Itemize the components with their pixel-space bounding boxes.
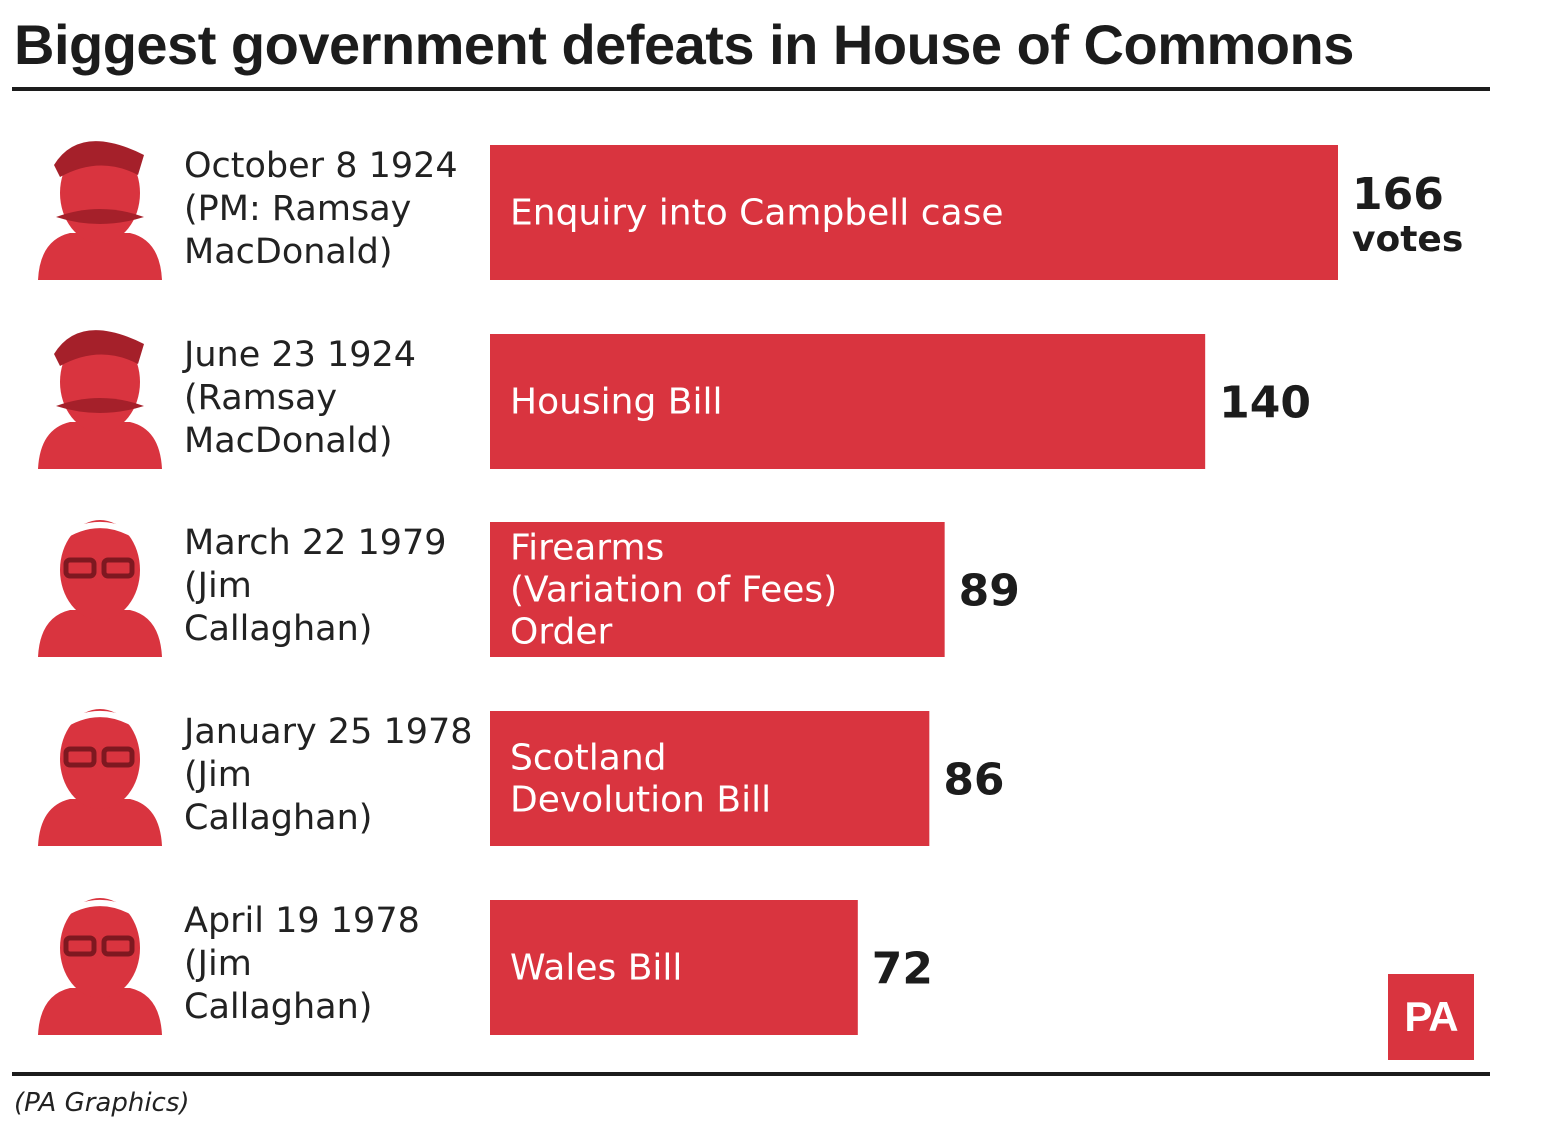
bar-value-label: 86 [943,755,1004,806]
bar [490,145,1338,280]
top-rule [12,87,1490,91]
row-pm-name: (PM: Ramsay [184,189,411,229]
portrait-glasses-right [101,746,135,768]
row-pm-name: Callaghan) [184,987,372,1027]
row-date: June 23 1924 [182,335,416,375]
chart-title: Biggest government defeats in House of C… [14,13,1354,76]
portrait-head [60,898,140,998]
bar-category-label: Firearms [510,528,664,569]
jim-callaghan-portrait-icon [38,898,162,1035]
bar-category-label: Devolution Bill [510,780,771,821]
portrait-glasses-left [63,746,97,768]
bar-value-label: 166 [1352,169,1444,220]
portrait-shoulders [38,799,162,846]
portrait-shoulders [38,610,162,657]
bar-value-label: 140 [1219,378,1311,429]
ramsay-macdonald-portrait-icon [38,330,162,469]
row-pm-name: Callaghan) [184,609,372,649]
value-unit-label: votes [1352,219,1463,260]
source-credit: (PA Graphics) [14,1088,190,1118]
pa-logo: PA [1388,974,1474,1060]
portrait-glasses-left [63,557,97,579]
row-pm-name: Callaghan) [184,798,372,838]
row-pm-name: MacDonald) [184,421,392,461]
bar-category-label: Wales Bill [510,948,682,989]
jim-callaghan-portrait-icon [38,520,162,657]
row-date: March 22 1979 [184,523,447,563]
bar [490,900,858,1035]
ramsay-macdonald-portrait-icon [38,141,162,280]
bar [490,711,930,846]
bar-category-label: Housing Bill [510,382,722,423]
row-date: April 19 1978 [184,901,420,941]
portrait-hairline [56,900,144,921]
portrait-moustache [56,398,144,413]
row-date: October 8 1924 [184,146,458,186]
portrait-head [60,709,140,809]
portrait-hair [54,330,144,366]
bar-category-label: (Variation of Fees) [510,570,837,611]
row-pm-name: (Ramsay [184,378,337,418]
portrait-glasses-left [63,935,97,957]
row-pm-name: MacDonald) [184,232,392,272]
portrait-hairline [56,711,144,732]
row-pm-name: (Jim [184,566,252,606]
jim-callaghan-portrait-icon [38,709,162,846]
bar [490,334,1206,469]
portrait-hair [54,141,144,177]
portrait-shoulders [38,422,162,469]
portrait-glasses-right [101,557,135,579]
row-date: January 25 1978 [182,712,473,752]
bar-value-label: 89 [959,566,1020,617]
bar-value-label: 72 [872,944,933,995]
portrait-head [60,520,140,620]
bar [490,522,945,657]
row-pm-name: (Jim [184,755,252,795]
portrait-glasses-right [101,935,135,957]
row-pm-name: (Jim [184,944,252,984]
bar-category-label: Scotland [510,738,667,779]
portrait-hairline [56,522,144,543]
portrait-shoulders [38,233,162,280]
portrait-moustache [56,209,144,224]
bar-category-label: Enquiry into Campbell case [510,193,1004,234]
portrait-shoulders [38,988,162,1035]
bottom-rule [12,1072,1490,1076]
bar-category-label: Order [510,612,613,653]
